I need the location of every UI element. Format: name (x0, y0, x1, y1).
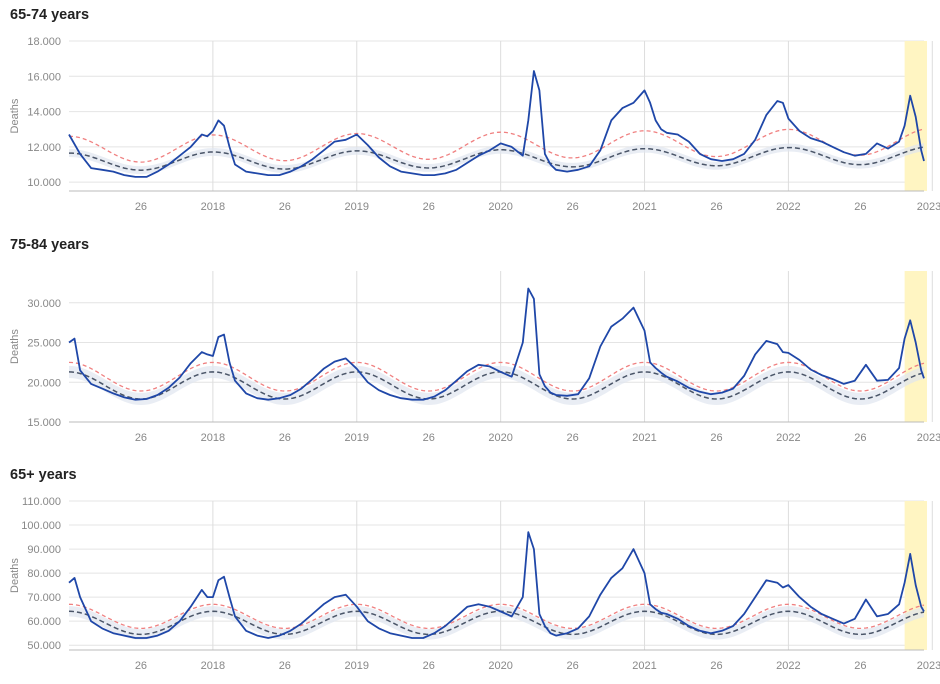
chart-65-74-svg: 10.000 12.000 14.000 16.000 18.000 26 2018 26 20… (9, 36, 940, 213)
chart-panel-65-plus: 65+ years 50.000 60.000 70.000 80.000 90.000… (0, 460, 940, 679)
x-tick-label: 26 (423, 660, 435, 672)
y-axis-label: Deaths (9, 329, 21, 364)
y-tick-label: 80.000 (27, 568, 61, 580)
y-tick-label: 110.000 (22, 496, 61, 508)
x-tick-label: 2018 (201, 201, 225, 213)
y-tick-label: 50.000 (27, 640, 61, 652)
baseline-line (68, 610, 925, 636)
y-tick-label: 14.000 (27, 107, 61, 119)
x-tick-label: 2019 (345, 201, 369, 213)
y-tick-label: 30.000 (27, 298, 61, 310)
x-tick-label: 2018 (201, 660, 225, 672)
x-tick-label: 2022 (776, 432, 800, 444)
x-tick-label: 26 (710, 660, 722, 672)
baseline-line (68, 371, 925, 400)
x-tick-label: 2019 (345, 660, 369, 672)
chart-75-84-svg: 15.000 20.000 25.000 30.000 26 2018 26 2019 26 20… (9, 271, 940, 444)
x-tick-label: 26 (279, 201, 291, 213)
baseline-band (69, 606, 924, 640)
x-tick-label: 2021 (632, 432, 656, 444)
x-tick-label: 2020 (488, 432, 512, 444)
y-axis-label: Deaths (9, 558, 21, 593)
baseline-band (69, 365, 924, 405)
y-tick-label: 90.000 (27, 544, 61, 556)
observed-deaths-line (68, 70, 925, 178)
x-tick-label: 26 (710, 432, 722, 444)
x-tick-label: 26 (854, 432, 866, 444)
x-tick-label: 26 (423, 201, 435, 213)
chart-panel-75-84: 75-84 years 15.000 20.000 25.000 30.000 26 20… (0, 230, 940, 445)
x-tick-label: 26 (135, 432, 147, 444)
y-tick-label: 20.000 (27, 377, 61, 389)
x-tick-label: 26 (135, 201, 147, 213)
x-tick-label: 2020 (488, 660, 512, 672)
panel-title: 65+ years (10, 467, 77, 483)
x-tick-label: 26 (279, 432, 291, 444)
chart-panel-65-74: 65-74 years 10.000 12.000 14.000 16.000 18.0… (0, 0, 940, 215)
x-tick-label: 26 (710, 201, 722, 213)
x-tick-label: 26 (854, 660, 866, 672)
y-tick-label: 15.000 (27, 417, 61, 429)
x-tick-label: 2019 (345, 432, 369, 444)
baseline-line (69, 146, 925, 171)
x-tick-label: 26 (566, 432, 578, 444)
x-tick-label: 2021 (632, 201, 656, 213)
x-tick-label: 2023 (917, 432, 940, 444)
y-tick-label: 10.000 (27, 177, 61, 189)
upper-threshold-line (68, 361, 925, 392)
x-tick-label: 2022 (776, 660, 800, 672)
x-tick-label: 26 (423, 432, 435, 444)
y-tick-label: 12.000 (27, 142, 61, 154)
y-tick-label: 25.000 (27, 338, 61, 350)
x-tick-label: 2023 (917, 201, 940, 213)
x-tick-label: 2020 (488, 201, 512, 213)
x-tick-label: 26 (566, 660, 578, 672)
panel-title: 75-84 years (10, 237, 90, 253)
y-tick-label: 18.000 (27, 36, 61, 48)
y-tick-label: 100.000 (21, 520, 61, 532)
x-tick-label: 2022 (776, 201, 800, 213)
x-tick-label: 2023 (917, 660, 940, 672)
chart-65-plus-svg: 50.000 60.000 70.000 80.000 90.000 100.000 110… (9, 496, 940, 672)
panel-title: 65-74 years (10, 7, 90, 23)
y-tick-label: 70.000 (27, 592, 61, 604)
y-tick-label: 16.000 (27, 71, 61, 83)
current-period-band (904, 501, 927, 650)
x-tick-label: 26 (279, 660, 291, 672)
y-tick-label: 60.000 (27, 616, 61, 628)
baseline-band (69, 143, 924, 175)
upper-threshold-line (68, 603, 925, 630)
y-axis-label: Deaths (9, 98, 21, 133)
x-tick-label: 2021 (632, 660, 656, 672)
x-tick-label: 26 (566, 201, 578, 213)
x-tick-label: 2018 (201, 432, 225, 444)
x-tick-label: 26 (854, 201, 866, 213)
x-tick-label: 26 (135, 660, 147, 672)
observed-deaths-line (68, 531, 925, 639)
observed-deaths-line (68, 287, 925, 401)
